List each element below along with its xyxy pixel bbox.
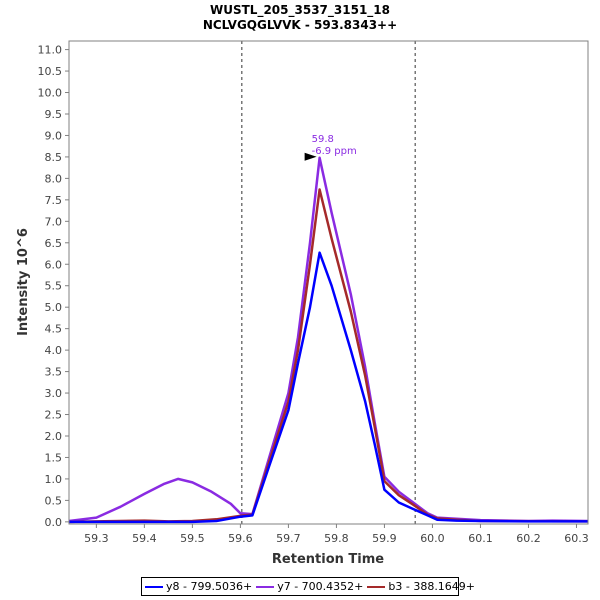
- series-line-y8: [69, 251, 588, 524]
- legend-label: y8 - 799.5036+: [166, 580, 253, 593]
- x-tick-label: 59.9: [372, 532, 397, 545]
- legend-item: y8 - 799.5036+: [145, 580, 252, 593]
- y-tick-label: 3.0: [45, 387, 63, 400]
- y-tick-label: 1.5: [45, 451, 63, 464]
- series-line-y7: [68, 156, 589, 523]
- y-tick-label: 7.0: [45, 215, 63, 228]
- legend-item: b3 - 388.1649+: [367, 580, 475, 593]
- y-tick-label: 10.0: [38, 87, 63, 100]
- peak-ppm-label: -6.9 ppm: [312, 146, 357, 157]
- y-axis-label: Intensity 10^6: [16, 228, 31, 336]
- series-line-b3: [68, 188, 589, 524]
- peak-rt-label: 59.8: [312, 134, 334, 145]
- legend-item: y7 - 700.4352+: [256, 580, 363, 593]
- y-tick-label: 6.0: [45, 258, 63, 271]
- chart-subtitle: NCLVGQGLVVK - 593.8343++: [202, 18, 398, 32]
- y-tick-label: 4.5: [45, 323, 63, 336]
- y-tick-label: 7.5: [45, 194, 63, 207]
- y-tick-label: 6.5: [45, 237, 63, 250]
- x-tick-label: 59.5: [180, 532, 205, 545]
- chart-title: WUSTL_205_3537_3151_18: [210, 3, 390, 17]
- x-tick-label: 59.3: [84, 532, 109, 545]
- x-tick-label: 59.8: [324, 532, 349, 545]
- x-tick-label: 59.4: [132, 532, 157, 545]
- y-tick-label: 8.5: [45, 151, 63, 164]
- y-tick-label: 8.0: [45, 172, 63, 185]
- x-tick-label: 59.6: [228, 532, 253, 545]
- y-tick-label: 4.0: [45, 344, 63, 357]
- legend-label: b3 - 388.1649+: [388, 580, 476, 593]
- y-tick-label: 0.5: [45, 494, 63, 507]
- y-tick-label: 5.5: [45, 280, 63, 293]
- y-tick-label: 10.5: [38, 65, 63, 78]
- x-tick-label: 60.0: [420, 532, 445, 545]
- x-tick-label: 60.2: [516, 532, 541, 545]
- legend-swatch: [145, 585, 163, 588]
- x-tick-label: 59.7: [276, 532, 301, 545]
- x-axis-label: Retention Time: [272, 552, 384, 567]
- y-tick-label: 5.0: [45, 301, 63, 314]
- y-tick-label: 9.5: [45, 108, 63, 121]
- y-tick-label: 3.5: [45, 366, 63, 379]
- legend: y8 - 799.5036+ y7 - 700.4352+ b3 - 388.164…: [141, 577, 475, 596]
- y-tick-label: 2.0: [45, 430, 63, 443]
- peak-marker-icon: [304, 152, 317, 161]
- plot-frame: [68, 40, 589, 525]
- y-tick-label: 2.5: [45, 409, 63, 422]
- y-tick-label: 1.0: [45, 473, 63, 486]
- x-tick-label: 60.1: [468, 532, 493, 545]
- x-tick-label: 60.3: [564, 532, 589, 545]
- legend-swatch: [256, 585, 275, 588]
- y-tick-label: 9.0: [45, 129, 63, 142]
- legend-swatch: [367, 585, 386, 588]
- y-tick-label: 11.0: [38, 44, 63, 57]
- y-tick-label: 0.0: [45, 516, 63, 529]
- legend-label: y7 - 700.4352+: [277, 580, 364, 593]
